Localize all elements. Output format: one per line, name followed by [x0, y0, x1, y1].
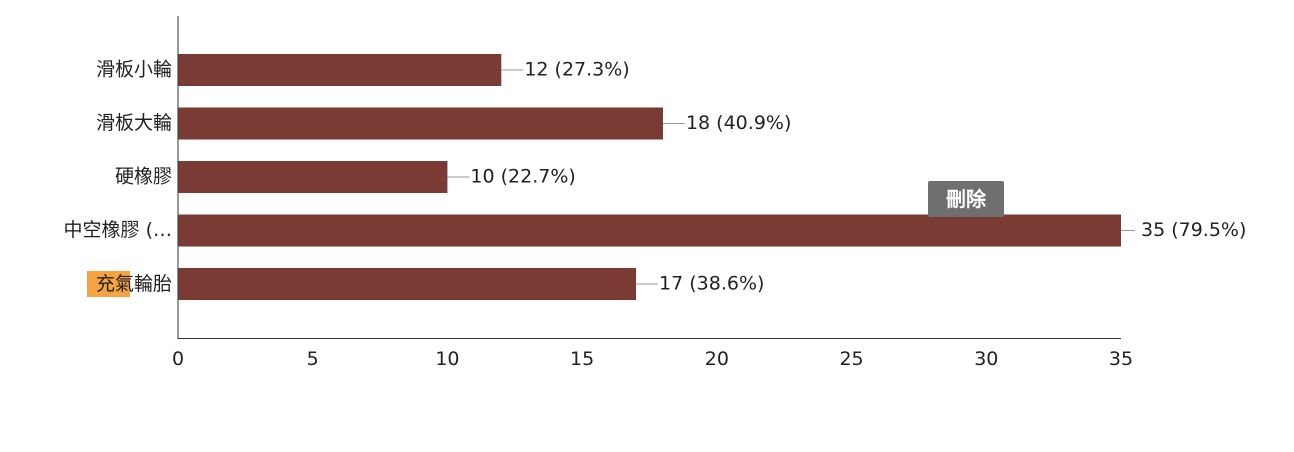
category-label: 硬橡膠 [115, 166, 172, 188]
x-tick-label: 15 [570, 348, 594, 370]
x-tick-label: 0 [172, 348, 184, 370]
delete-button[interactable]: 刪除 [928, 181, 1004, 217]
data-label: 10 (22.7%) [470, 166, 575, 188]
bar [178, 54, 502, 86]
category-label-highlighted-part: 充氣 [96, 273, 134, 295]
category-label-rest: 輪胎 [134, 273, 172, 295]
x-tick-label: 35 [1109, 348, 1133, 370]
bar [178, 214, 1121, 247]
x-tick-label: 10 [435, 348, 459, 370]
category-label: 充氣輪胎 [96, 273, 172, 295]
x-tick-label: 30 [974, 348, 998, 370]
category-label: 中空橡膠 (… [64, 219, 172, 241]
data-label-connectors [447, 69, 1135, 285]
x-tick-label: 25 [839, 348, 863, 370]
bar [178, 107, 663, 140]
x-tick-label: 20 [705, 348, 729, 370]
data-label: 12 (27.3%) [524, 59, 629, 81]
bars-layer [178, 54, 1121, 300]
category-label: 滑板大輪 [96, 112, 172, 134]
bar [178, 268, 637, 300]
bar [178, 161, 448, 193]
data-label: 18 (40.9%) [686, 112, 791, 134]
category-label: 滑板小輪 [96, 59, 172, 81]
category-label-highlight [87, 271, 130, 297]
data-labels-layer: 12 (27.3%) 18 (40.9%) 10 (22.7%) 35 (79.5%)… [470, 59, 1246, 295]
x-ticks-layer: 0 5 10 15 20 25 30 35 [172, 348, 1133, 370]
data-label: 17 (38.6%) [659, 273, 764, 295]
data-label: 35 (79.5%) [1141, 219, 1246, 241]
x-tick-label: 5 [307, 348, 319, 370]
